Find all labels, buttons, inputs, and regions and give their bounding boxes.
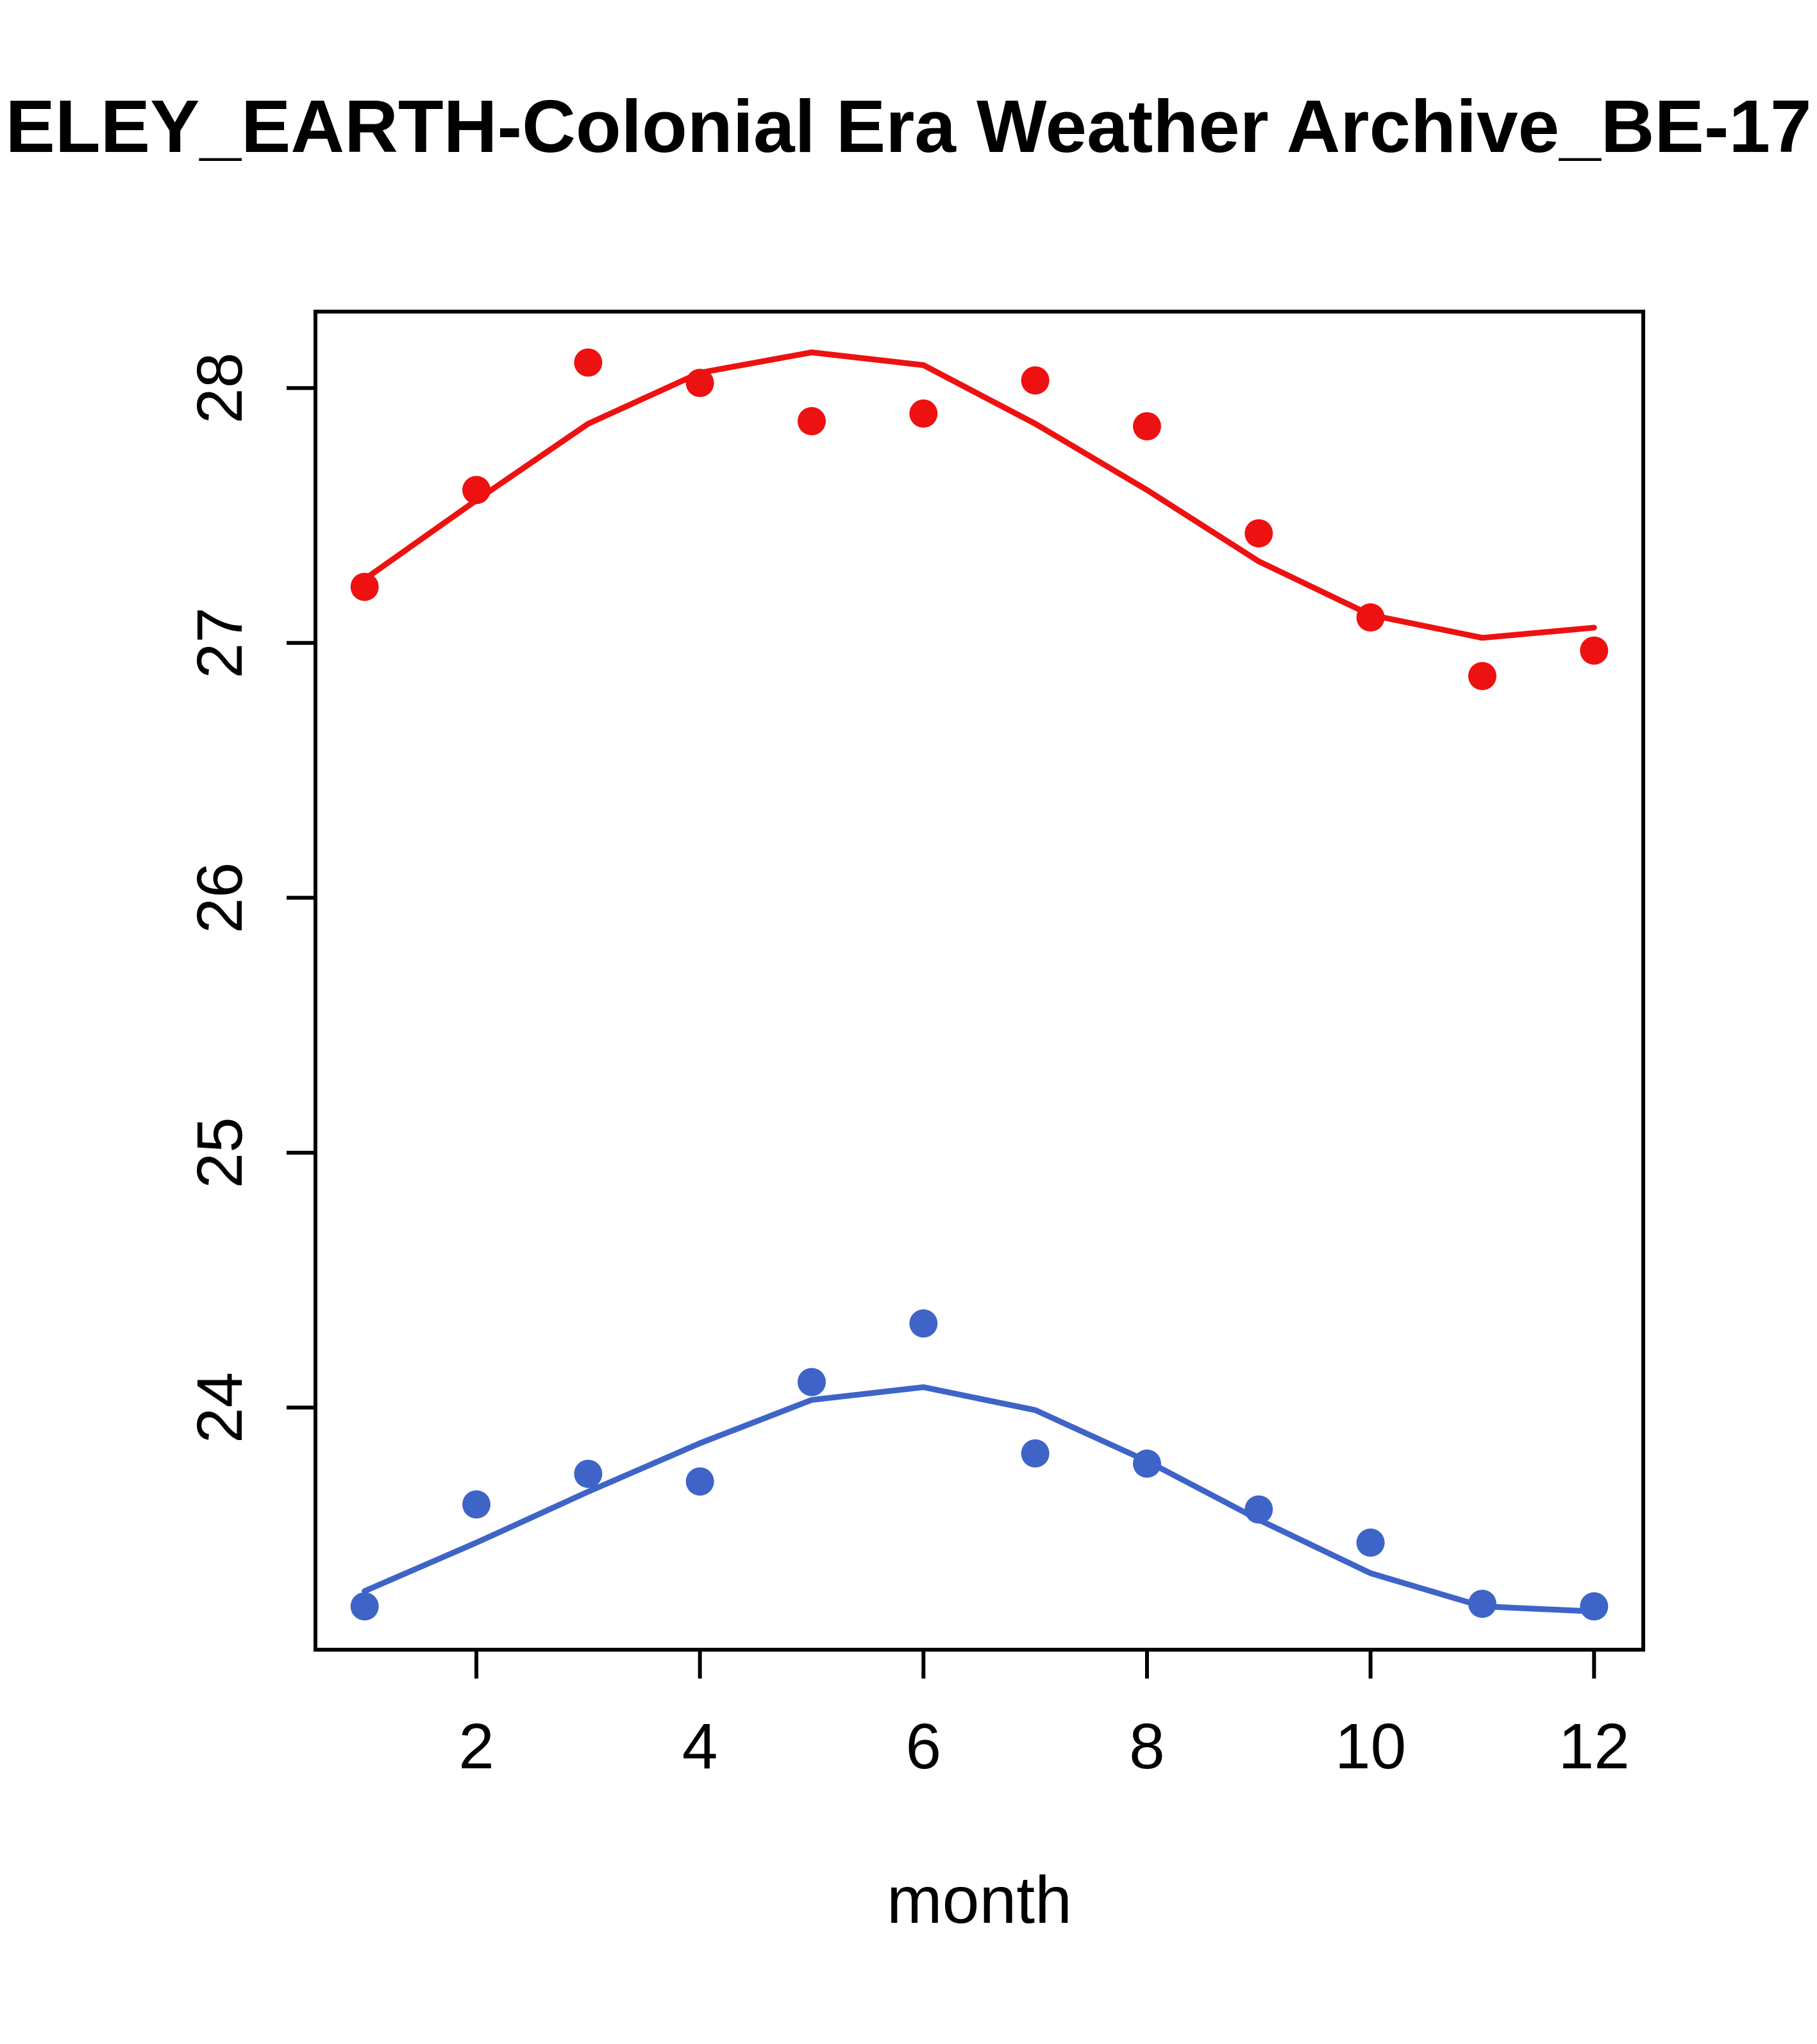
red-smooth-line xyxy=(362,349,1597,641)
plot-box xyxy=(314,310,1645,1652)
x-tick-label: 12 xyxy=(1559,1711,1630,1782)
x-axis: 2 4 6 8 10 12 xyxy=(458,1650,1630,1782)
y-tick-label: 24 xyxy=(184,1372,256,1443)
y-tick-label: 26 xyxy=(184,862,256,934)
chart-title: ELEY_EARTH-Colonial Era Weather Archive_… xyxy=(5,85,1812,168)
y-tick-label: 27 xyxy=(184,607,256,678)
blue-points xyxy=(350,1309,1609,1621)
x-axis-label: month xyxy=(886,1863,1073,1938)
blue-smooth-line xyxy=(362,1384,1597,1614)
y-axis: 24 25 26 27 28 xyxy=(184,353,315,1443)
y-tick-label: 25 xyxy=(184,1117,256,1188)
y-tick-label: 28 xyxy=(184,353,256,424)
x-tick-label: 8 xyxy=(1129,1711,1165,1782)
red-points xyxy=(350,348,1609,691)
x-tick-label: 2 xyxy=(458,1711,494,1782)
x-tick-label: 4 xyxy=(682,1711,718,1782)
x-tick-label: 6 xyxy=(906,1711,942,1782)
x-tick-label: 10 xyxy=(1335,1711,1406,1782)
